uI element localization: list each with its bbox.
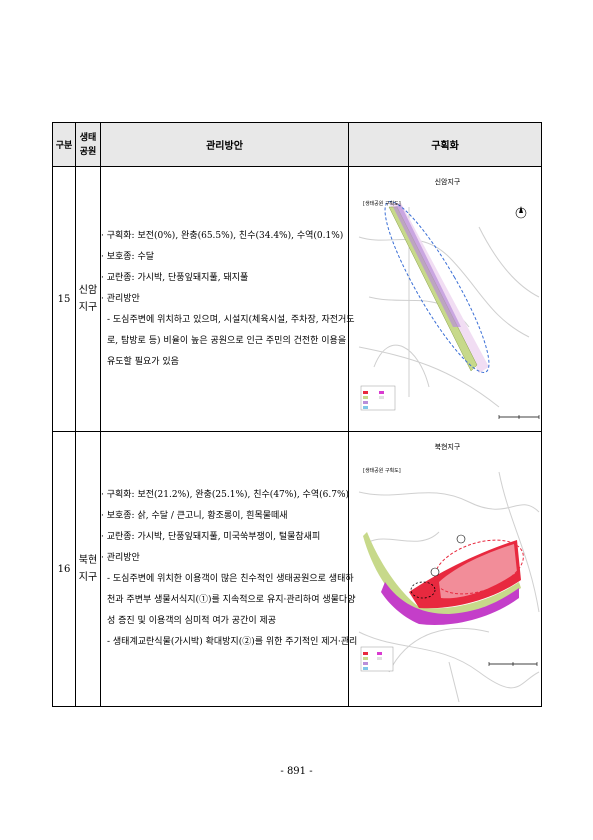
plan-heading: · 관리방안: [101, 553, 140, 563]
management-plan: · 구획화: 보전(0%), 완충(65.5%), 친수(34.4%), 수역(…: [100, 166, 355, 432]
header-park-text: 생태 공원: [79, 132, 97, 157]
plan-protected: · 보호종: 수달: [101, 251, 155, 262]
header-park: 생태 공원: [75, 122, 101, 167]
plan-detail: - 도심주변에 위치한 이용객이 많은 친수적인 생태공원으로 생태하: [107, 574, 354, 584]
page-number: - 891 -: [280, 766, 313, 777]
header-zoning: 구획화: [348, 122, 542, 167]
map-title: 북현지구: [434, 443, 461, 451]
zoning-map-cell: 북현지구 [생태공원 구획도]: [348, 431, 542, 707]
zoning-map: 북현지구 [생태공원 구획도]: [349, 432, 546, 706]
zoning-map-graphic: [358, 201, 540, 419]
plan-detail: - 도심주변에 위치하고 있으며, 시설지(체육시설, 주차장, 자전거도: [107, 314, 355, 325]
plan-zoning: · 구획화: 보전(0%), 완충(65.5%), 친수(34.4%), 수역(…: [101, 230, 344, 241]
zoning-map: 신암지구 [생태공원 구획도]: [349, 167, 546, 431]
management-table: 구분 생태 공원 관리방안 구획화 15 신암 지구 · 구획화: 보전(0%),…: [52, 122, 542, 707]
map-title: 신암지구: [434, 178, 461, 186]
table-row: 15 신암 지구 · 구획화: 보전(0%), 완충(65.5%), 친수(34…: [52, 166, 542, 432]
table-header-row: 구분 생태 공원 관리방안 구획화: [52, 122, 542, 167]
plan-detail: 유도할 필요가 있음: [107, 356, 179, 367]
plan-detail: - 생태계교란식물(가시박) 확대방지(②)를 위한 주기적인 제거·관리: [107, 637, 358, 647]
plan-protected: · 보호종: 삵, 수달 / 큰고니, 황조롱이, 흰목물떼새: [101, 511, 288, 521]
park-name-line2: 지구: [78, 302, 98, 313]
park-name-line1: 북현: [78, 555, 98, 566]
park-name-line2: 지구: [78, 572, 98, 583]
park-name: 북현 지구: [75, 431, 101, 707]
header-division: 구분: [52, 122, 76, 167]
zoning-map-graphic: [358, 471, 540, 703]
map-label: [생태공원 구획도]: [363, 201, 401, 207]
header-plan: 관리방안: [100, 122, 349, 167]
zoning-map-cell: 신암지구 [생태공원 구획도]: [348, 166, 542, 432]
plan-detail: 성 증진 및 이용객의 심미적 여가 공간이 제공: [107, 616, 277, 626]
plan-heading: · 관리방안: [101, 293, 140, 304]
plan-invasive: · 교란종: 가시박, 단풍잎돼지풀, 미국쑥부쟁이, 털물참새피: [101, 532, 321, 542]
plan-zoning: · 구획화: 보전(21.2%), 완충(25.1%), 친수(47%), 수역…: [101, 490, 350, 500]
plan-invasive: · 교란종: 가시박, 단풍잎돼지풀, 돼지풀: [101, 272, 249, 283]
plan-detail: 로, 탐방로 등) 비율이 높은 공원으로 인근 주민의 건전한 이용을: [107, 335, 347, 346]
park-name-line1: 신암: [78, 285, 98, 296]
row-number: 16: [52, 431, 76, 707]
row-number: 15: [52, 166, 76, 432]
park-name: 신암 지구: [75, 166, 101, 432]
table-row: 16 북현 지구 · 구획화: 보전(21.2%), 완충(25.1%), 친수…: [52, 431, 542, 707]
map-label: [생태공원 구획도]: [363, 468, 401, 474]
plan-detail: 천과 주변부 생물서식지(①)를 지속적으로 유지·관리하여 생물다양: [107, 595, 356, 605]
management-plan: · 구획화: 보전(21.2%), 완충(25.1%), 친수(47%), 수역…: [100, 431, 358, 707]
